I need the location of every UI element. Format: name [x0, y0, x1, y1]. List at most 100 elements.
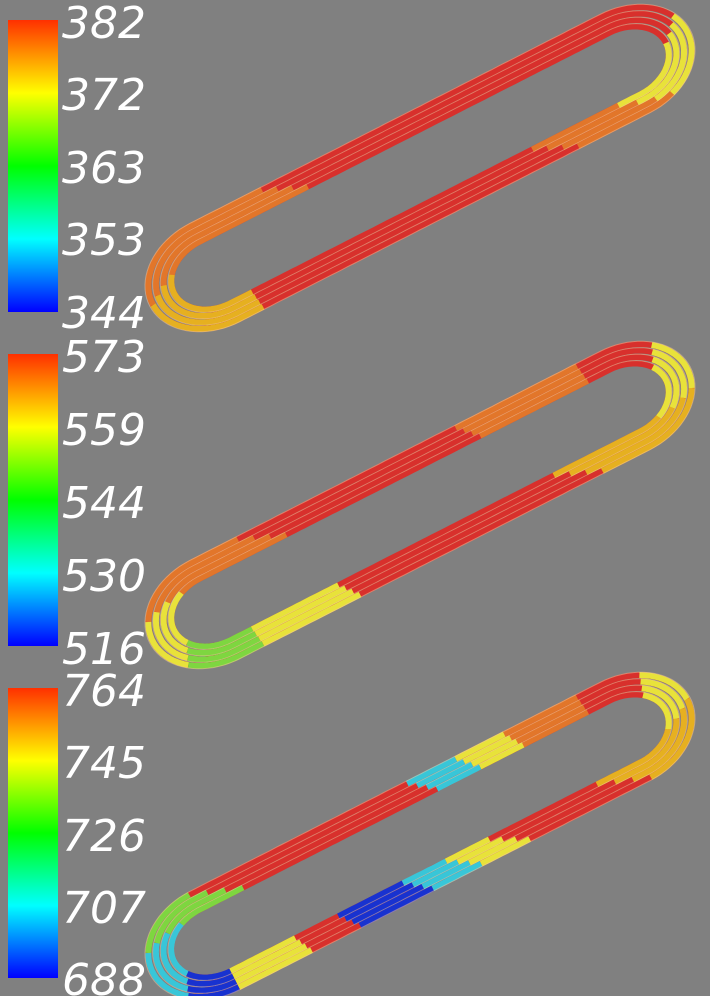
coil-strand-segment: [601, 387, 695, 474]
colorbar-3: [8, 688, 58, 978]
coil-strand-segment: [187, 636, 261, 663]
tick-label: 745: [62, 738, 146, 789]
tick-label: 363: [62, 143, 146, 194]
coil-strand-segment: [435, 764, 482, 792]
coil-strand-segment: [639, 672, 690, 701]
tick-label: 544: [62, 478, 146, 529]
coil-strand-segment: [502, 694, 579, 737]
colorbar-3-ticks: 764 745 726 707 688: [62, 666, 146, 996]
coil-strand-segment: [479, 836, 532, 867]
coil-strand-segment: [651, 341, 695, 389]
coil-strand-segment: [654, 22, 687, 102]
colorbar-1-ticks: 382 372 363 353 344: [62, 0, 146, 339]
coil-strand-segment: [669, 13, 695, 96]
tick-label: 382: [62, 0, 146, 49]
coil-2: [144, 340, 696, 670]
tick-label: 726: [62, 811, 146, 862]
coil-strand-segment: [415, 758, 466, 788]
coil-strand-segment: [160, 601, 189, 654]
coil-strand-segment: [186, 968, 232, 981]
coil-strand-edge: [152, 10, 688, 326]
coil-strand-segment: [187, 641, 265, 670]
coil-strand-segment: [651, 364, 672, 419]
tick-label: 353: [62, 215, 146, 266]
coil-strand-segment: [145, 536, 239, 623]
tick-label: 530: [62, 551, 146, 602]
coil-strand-segment: [552, 415, 661, 479]
coil-strand-edge: [152, 678, 688, 994]
panel-3: 764 745 726 707 688: [8, 666, 696, 996]
coil-strand-segment: [186, 626, 254, 650]
coil-strand-segment: [168, 591, 189, 646]
coil-strand-segment: [454, 363, 579, 431]
coil-strand-edge: [144, 3, 696, 333]
coil-strand-segment: [232, 939, 303, 980]
tick-label: 559: [62, 405, 146, 456]
coil-strand-edge: [167, 23, 673, 313]
coil-strand-segment: [145, 952, 189, 996]
coil-strand-segment: [454, 731, 506, 762]
coil-strand-segment: [337, 880, 405, 919]
coil-strand-segment: [651, 349, 688, 399]
coil-strand-segment: [154, 294, 261, 326]
coil-strand-segment: [478, 378, 590, 439]
coil-strand-segment: [358, 885, 435, 929]
colorbar-2: [8, 354, 58, 646]
tick-label: 344: [62, 288, 146, 339]
coil-strand-segment: [250, 582, 340, 632]
coil-strand-segment: [258, 588, 355, 642]
colorbar-2-ticks: 573 559 544 530 516: [62, 332, 146, 675]
coil-strand-segment: [478, 742, 525, 770]
coil-strand-segment: [164, 533, 272, 604]
coil-strand-edge: [144, 340, 696, 670]
tick-label: 573: [62, 332, 146, 383]
tick-label: 372: [62, 70, 146, 121]
coil-strand-segment: [153, 889, 209, 944]
coil-strand-segment: [401, 858, 448, 886]
coil-strand-segment: [642, 692, 672, 730]
coil-strand-edge: [144, 671, 696, 996]
coil-strand-segment: [515, 704, 586, 744]
coil-strand-segment: [595, 728, 672, 788]
coil-strand-segment: [456, 836, 505, 865]
coil-strand-segment: [152, 611, 189, 661]
coil-strand-segment: [186, 631, 258, 656]
coil-strand-segment: [546, 100, 639, 152]
panel-2: 573 559 544 530 516: [8, 332, 696, 675]
coil-strand-segment: [444, 836, 491, 865]
coil-strand-segment: [649, 697, 695, 780]
tick-label: 516: [62, 624, 146, 675]
coil-strand-segment: [160, 284, 258, 320]
coil-strand-segment: [631, 707, 688, 783]
coil-strand-edge: [152, 347, 688, 663]
coil-strand-segment: [160, 932, 189, 985]
coil-strand-segment: [145, 892, 191, 954]
coil-strand-segment: [584, 397, 687, 476]
coil-strand-segment: [617, 41, 672, 109]
coil-strand-segment: [186, 973, 235, 987]
coil-strand-segment: [468, 836, 518, 866]
coil-strand-segment: [421, 860, 471, 890]
coil-strand-segment: [179, 531, 288, 595]
coil-strand-segment: [237, 947, 313, 990]
coil-strand-segment: [145, 187, 264, 307]
coil-3: [144, 671, 696, 996]
coil-strand-segment: [344, 882, 415, 922]
coil-strand-segment: [261, 591, 362, 647]
panel-1: 382 372 363 353 344: [8, 0, 696, 339]
coil-strand-segment: [150, 303, 265, 333]
coil-strand-edge: [167, 360, 673, 650]
coil-strand-segment: [470, 738, 519, 767]
tick-label: 688: [62, 955, 146, 996]
coil-strand-segment: [651, 356, 680, 409]
coil-strand-segment: [636, 31, 680, 106]
coil-strand-segment: [561, 96, 658, 151]
coil-strand-segment: [613, 718, 680, 785]
coil-strand-edge: [167, 691, 673, 981]
coil-strand-segment: [145, 621, 189, 669]
coil-strand-segment: [405, 756, 458, 787]
coil-strand-segment: [509, 699, 582, 741]
coil-strand-segment: [521, 709, 590, 748]
coil-strand-segment: [229, 935, 297, 974]
coil-strand-segment: [431, 861, 483, 892]
